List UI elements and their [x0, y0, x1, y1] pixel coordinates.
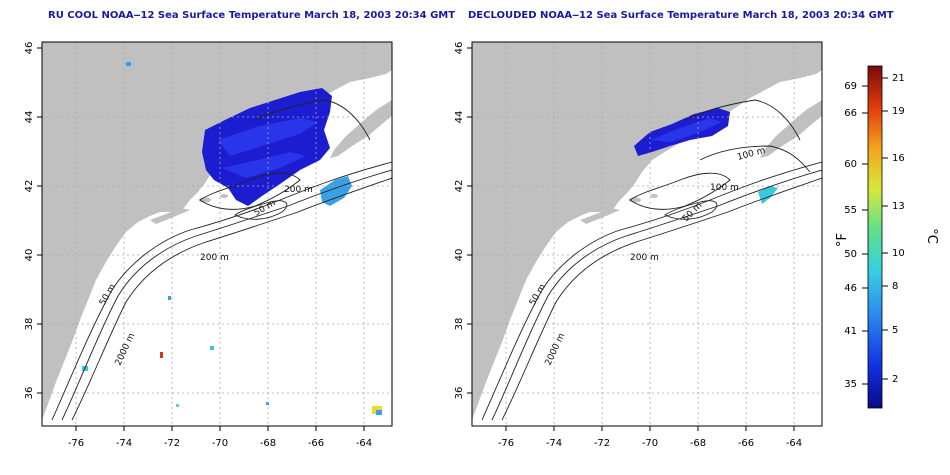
lat-tick-label: 40 — [454, 249, 465, 262]
left-sst-fleck — [210, 346, 214, 350]
lon-tick-label: -74 — [546, 438, 562, 449]
lat-tick-label: 46 — [454, 42, 465, 55]
colorbar-c-tick-label: 21 — [892, 73, 905, 84]
left-sst-fleck — [176, 404, 179, 407]
left-sst-fleck — [168, 296, 171, 300]
right-axis-ticks: -76 -74 -72 -70 -68 -66 -64 36 38 40 42 44 46 — [454, 42, 802, 449]
right-map: 100 m 100 m 50 m 200 m 50 m 2000 m -76 -7… — [454, 41, 823, 449]
lat-tick-label: 42 — [24, 180, 35, 193]
right-sst-cold-texture — [650, 118, 722, 142]
colorbar-c-tick-label: 5 — [892, 325, 898, 336]
lat-tick-label: 44 — [454, 111, 465, 124]
left-land-nova-scotia — [330, 100, 392, 158]
left-sst-fleck — [126, 62, 131, 66]
colorbar-c-tick-label: 19 — [892, 106, 905, 117]
colorbar-f-tick-label: 55 — [844, 205, 857, 216]
right-map-frame — [471, 41, 823, 427]
colorbar-c-tick-label: 2 — [892, 374, 898, 385]
lat-tick-label: 36 — [454, 387, 465, 400]
lon-tick-label: -72 — [164, 438, 180, 449]
colorbar-f-tick-label: 66 — [844, 108, 857, 119]
colorbar-f-tick-label: 46 — [844, 283, 857, 294]
left-land-mainland — [42, 42, 392, 420]
colorbar-c-tick-label: 10 — [892, 248, 905, 259]
colorbar-ticks: 69 66 60 55 50 46 41 35 21 19 16 13 10 8 5 2 — [844, 73, 904, 390]
left-contour-label-200m: 200 m — [200, 253, 229, 263]
colorbar: 69 66 60 55 50 46 41 35 21 19 16 13 10 8 5 2 °F °C — [835, 65, 939, 409]
right-land-long-island — [580, 208, 620, 224]
lon-tick-label: -68 — [260, 438, 276, 449]
colorbar-f-tick-label: 60 — [844, 159, 857, 170]
right-grid — [472, 42, 822, 426]
lon-tick-label: -66 — [308, 438, 324, 449]
lat-tick-label: 38 — [454, 318, 465, 331]
lon-tick-label: -76 — [498, 438, 514, 449]
lat-tick-label: 36 — [24, 387, 35, 400]
lat-tick-label: 46 — [24, 42, 35, 55]
left-axis-ticks: -76 -74 -72 -70 -68 -66 -64 36 38 40 42 44 46 — [24, 42, 372, 449]
lon-tick-label: -66 — [738, 438, 754, 449]
left-grid — [42, 42, 392, 426]
colorbar-f-tick-label: 35 — [844, 379, 857, 390]
lat-tick-label: 44 — [24, 111, 35, 124]
lon-tick-label: -76 — [68, 438, 84, 449]
colorbar-celsius-label: °C — [924, 228, 939, 244]
right-land-nova-scotia — [760, 100, 822, 158]
left-panel-title: RU COOL NOAA‒12 Sea Surface Temperature … — [48, 10, 456, 21]
left-map: 200 m 50 m 2000 m 200 m 50 m -76 -74 -72 -7… — [24, 41, 393, 449]
lon-tick-label: -64 — [356, 438, 372, 449]
left-sst-fleck — [376, 410, 382, 415]
colorbar-c-tick-label: 16 — [892, 153, 905, 164]
lon-tick-label: -70 — [642, 438, 658, 449]
left-sst-fleck — [266, 402, 269, 405]
colorbar-c-tick-label: 13 — [892, 201, 905, 212]
right-land-mainland — [472, 42, 822, 420]
right-sst-cool-patch-east — [758, 186, 778, 204]
right-contours — [481, 99, 822, 421]
right-land-island — [650, 194, 658, 198]
left-sst-fleck — [160, 352, 163, 358]
lat-tick-label: 38 — [24, 318, 35, 331]
left-sst-cold-texture — [218, 118, 318, 178]
colorbar-c-tick-label: 8 — [892, 281, 898, 292]
lat-tick-label: 40 — [24, 249, 35, 262]
left-land-island — [220, 194, 228, 198]
colorbar-fahrenheit-label: °F — [835, 233, 850, 247]
left-contours — [51, 99, 392, 421]
left-sst-cold-patch — [202, 88, 332, 206]
left-map-frame — [41, 41, 393, 427]
right-contour-label-200m: 200 m — [630, 253, 659, 263]
lon-tick-label: -68 — [690, 438, 706, 449]
left-sst-cold-patch-east — [320, 176, 352, 206]
lat-tick-label: 42 — [454, 180, 465, 193]
left-land-long-island — [150, 208, 190, 224]
right-panel-title: DECLOUDED NOAA‒12 Sea Surface Temperatur… — [468, 10, 894, 21]
left-contour-label-200m-north: 200 m — [284, 185, 313, 195]
right-contour-label-100m: 100 m — [710, 183, 739, 193]
lon-tick-label: -70 — [212, 438, 228, 449]
colorbar-f-tick-label: 69 — [844, 81, 857, 92]
colorbar-f-tick-label: 50 — [844, 249, 857, 260]
lon-tick-label: -74 — [116, 438, 132, 449]
lon-tick-label: -64 — [786, 438, 802, 449]
colorbar-gradient — [867, 65, 883, 409]
lon-tick-label: -72 — [594, 438, 610, 449]
colorbar-f-tick-label: 41 — [844, 326, 857, 337]
